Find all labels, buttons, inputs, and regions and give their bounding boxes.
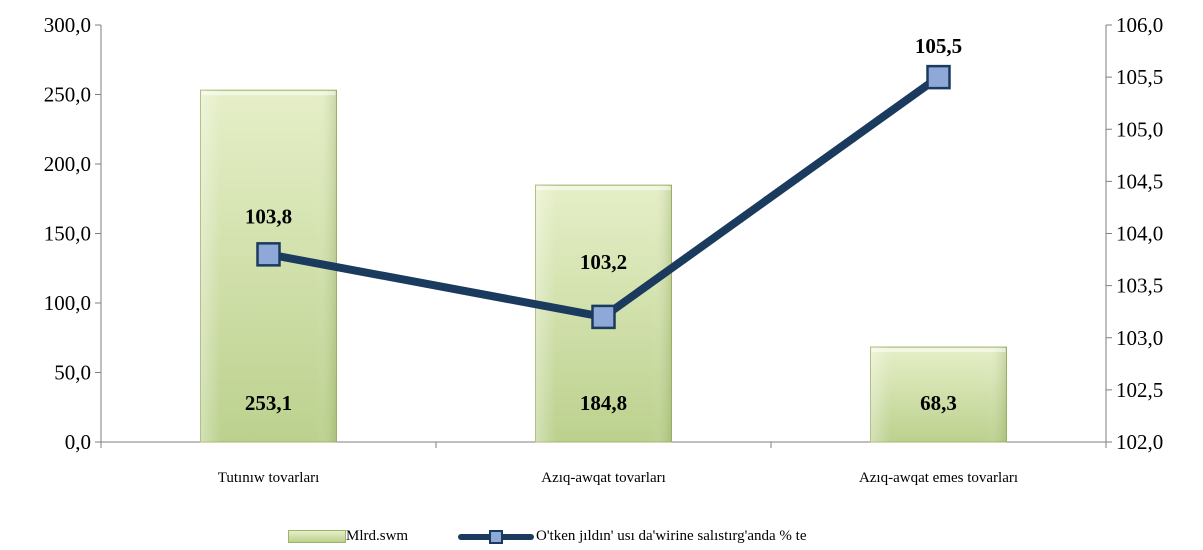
legend-item-line: O'tken jıldın' usı da'wirine salıstırg'a… bbox=[458, 528, 806, 545]
right-tick-label: 104,0 bbox=[1116, 222, 1163, 246]
left-tick-label: 250,0 bbox=[44, 83, 91, 107]
x-category-label: Tutınıw tovarları bbox=[218, 470, 320, 486]
right-tick-label: 105,5 bbox=[1116, 65, 1163, 89]
line-value-label: 105,5 bbox=[915, 34, 962, 58]
right-tick-label: 103,0 bbox=[1116, 326, 1163, 350]
bar-highlight bbox=[201, 91, 336, 96]
legend-line-label: O'tken jıldın' usı da'wirine salıstırg'a… bbox=[536, 528, 807, 544]
line-marker bbox=[256, 242, 281, 267]
legend: Mlrd.swm O'tken jıldın' usı da'wirine sa… bbox=[0, 528, 1203, 548]
legend-bar-swatch bbox=[288, 530, 346, 543]
right-tick-label: 102,5 bbox=[1116, 378, 1163, 402]
line-series bbox=[256, 64, 951, 330]
left-tick-label: 0,0 bbox=[65, 430, 91, 454]
bar-shade bbox=[870, 347, 1007, 442]
right-tick-label: 103,5 bbox=[1116, 274, 1163, 298]
right-tick-label: 106,0 bbox=[1116, 13, 1163, 37]
line-value-label: 103,2 bbox=[580, 250, 627, 274]
legend-item-bar: Mlrd.swm bbox=[288, 528, 408, 545]
right-tick-label: 102,0 bbox=[1116, 430, 1163, 454]
line-marker bbox=[591, 304, 616, 330]
left-tick-label: 100,0 bbox=[44, 291, 91, 315]
x-category-label: Azıq-awqat tovarları bbox=[541, 470, 666, 486]
left-tick-label: 150,0 bbox=[44, 222, 91, 246]
left-tick-label: 300,0 bbox=[44, 13, 91, 37]
left-axis: 0,0 50,0 100,0 150,0 200,0 250,0 300,0 bbox=[44, 13, 102, 454]
left-tick-label: 50,0 bbox=[54, 361, 91, 385]
bar-highlight bbox=[536, 186, 671, 191]
right-tick-label: 104,5 bbox=[1116, 169, 1163, 193]
bar-value-label: 184,8 bbox=[580, 391, 627, 415]
bar-highlight bbox=[871, 348, 1006, 353]
legend-bar-label: Mlrd.swm bbox=[346, 528, 409, 544]
line-value-label: 103,8 bbox=[245, 204, 292, 228]
x-axis: Tutınıw tovarları Azıq-awqat tovarları Azı… bbox=[100, 441, 1107, 486]
right-tick-label: 105,0 bbox=[1116, 117, 1163, 141]
left-tick-label: 200,0 bbox=[44, 152, 91, 176]
data-labels: 253,1 184,8 68,3 103,8 103,2 105,5 bbox=[245, 34, 962, 415]
legend-line-swatch bbox=[458, 529, 534, 544]
line-marker bbox=[926, 64, 951, 90]
bar-value-label: 253,1 bbox=[245, 391, 292, 415]
right-axis: 102,0 102,5 103,0 103,5 104,0 104,5 105,0 105,5… bbox=[1105, 13, 1163, 454]
bar-value-label: 68,3 bbox=[920, 391, 957, 415]
x-category-label: Azıq-awqat emes tovarları bbox=[859, 470, 1018, 486]
